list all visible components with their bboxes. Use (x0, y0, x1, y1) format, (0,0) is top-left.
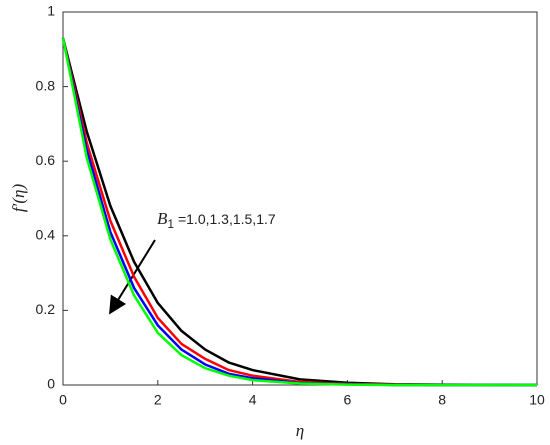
x-tick-label: 10 (529, 392, 545, 408)
x-tick-label: 2 (154, 392, 162, 408)
y-tick-label: 1 (47, 3, 55, 19)
y-tick-label: 0.6 (36, 152, 56, 168)
x-tick-label: 0 (59, 392, 67, 408)
annotation-text: =1.0,1.3,1.5,1.7 (174, 211, 276, 227)
annotation-subscript: 1 (167, 217, 174, 231)
series-line (61, 37, 537, 387)
series-line (61, 37, 537, 387)
y-tick-label: 0.2 (36, 301, 56, 317)
series-line (61, 37, 537, 387)
plot-frame (62, 11, 538, 386)
y-tick-label: 0 (47, 376, 55, 392)
x-tick-label: 8 (438, 392, 446, 408)
annotation: B1 =1.0,1.3,1.5,1.7 (157, 209, 276, 231)
y-tick-label: 0.8 (36, 77, 56, 93)
y-tick-label: 0.4 (36, 227, 56, 243)
x-tick-label: 4 (249, 392, 257, 408)
annotation-arrow (109, 239, 156, 315)
y-axis-label: f′(η) (9, 184, 28, 213)
x-tick-label: 6 (344, 392, 352, 408)
x-axis-label: η (296, 421, 304, 440)
series-line (61, 37, 538, 387)
annotation-symbol: B (157, 209, 168, 228)
